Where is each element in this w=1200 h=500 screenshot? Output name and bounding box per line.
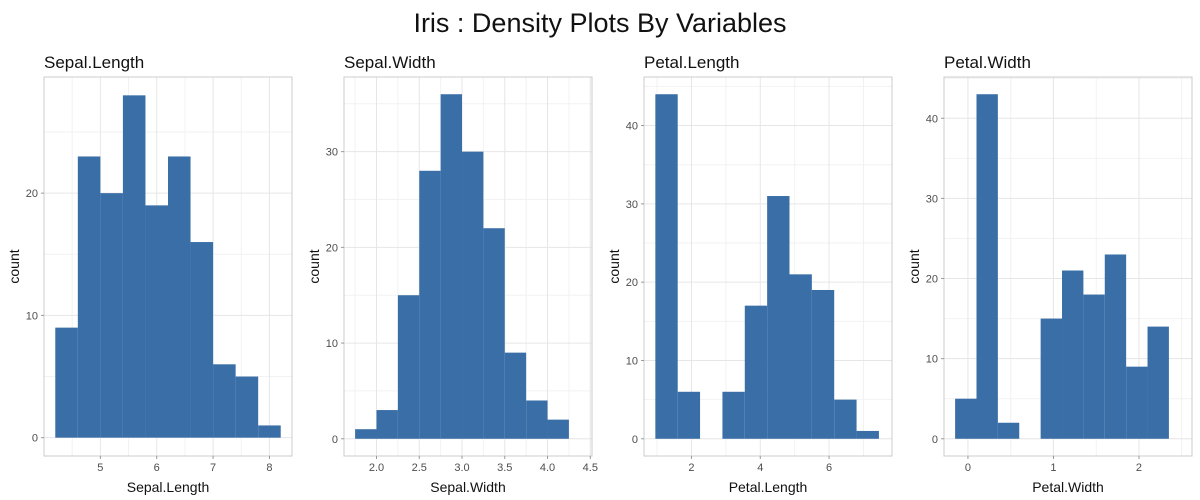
panel-3-y-tick-label: 30 <box>626 199 638 211</box>
panel-4-y-tick-label: 20 <box>926 274 938 286</box>
panel-1-x-tick-label: 7 <box>210 462 216 474</box>
panel-4-frame <box>943 76 1193 457</box>
panel-2-bar <box>547 419 569 439</box>
panel-4-bar <box>1083 294 1105 439</box>
panel-4-y-tick-label: 30 <box>926 193 938 205</box>
panel-2-title: Sepal.Width <box>344 53 436 72</box>
panel-2-y-tick-label: 30 <box>326 147 338 159</box>
panel-2-bar <box>376 410 398 439</box>
panel-4-y-tick-label: 40 <box>926 113 938 125</box>
panel-1-title: Sepal.Length <box>44 53 144 72</box>
panel-1-bar <box>55 327 78 438</box>
panel-4-bar <box>1062 270 1084 439</box>
panel-1-bar <box>190 242 214 438</box>
panel-1-bar <box>258 425 281 438</box>
panel-4-bar <box>1147 326 1169 439</box>
panel-3-y-tick-label: 40 <box>626 121 638 133</box>
panel-2-bar <box>397 295 420 439</box>
panel-1-x-tick-label: 5 <box>97 462 103 474</box>
panel-4-y-tick-label: 0 <box>932 434 938 446</box>
panel-3-bar <box>677 391 701 439</box>
panel-2-bar <box>462 151 484 439</box>
panel-2-bar <box>526 400 548 439</box>
panel-1-bar <box>235 376 259 438</box>
panel-4-bar <box>1104 254 1127 439</box>
panel-4-y-tick-label: 10 <box>926 354 938 366</box>
panel-2-bar <box>504 352 527 439</box>
panel-1-y-axis-title: count <box>6 249 22 283</box>
panel-2-bar <box>419 170 441 439</box>
panel-3-y-tick-label: 10 <box>626 355 638 367</box>
panel-3-y-axis-title: count <box>606 249 622 283</box>
main-title: Iris : Density Plots By Variables <box>413 8 787 38</box>
panel-1-bar <box>145 205 168 438</box>
panel-1-bar <box>122 95 146 438</box>
panel-3-x-axis-title: Petal.Length <box>729 479 808 495</box>
panel-2-x-tick-label: 4.5 <box>583 462 598 474</box>
panel-2-y-tick-label: 10 <box>326 338 338 350</box>
panel-3-bar <box>722 391 745 439</box>
panel-4-x-axis-title: Petal.Width <box>1032 479 1104 495</box>
panel-2-x-tick-label: 3.0 <box>454 462 469 474</box>
panel-4-bar <box>1040 318 1063 439</box>
panel-1-bar <box>168 156 191 438</box>
panel-4-bar <box>976 94 998 439</box>
panel-1-y-tick-label: 10 <box>26 310 38 322</box>
panel-3-bar <box>655 94 678 439</box>
panel-2-frame <box>343 76 593 457</box>
panel-3-bar <box>744 305 768 439</box>
panel-3-bar <box>811 289 835 439</box>
panel-1-bar <box>213 364 236 438</box>
panel-3-bar <box>834 399 857 439</box>
panel-3-bar <box>856 430 879 439</box>
panel-4-bar <box>1126 366 1148 439</box>
panel-1-x-axis-title: Sepal.Length <box>127 479 210 495</box>
panel-4-x-tick-label: 0 <box>965 462 971 474</box>
panel-3-bar <box>767 196 790 439</box>
panel-1-bar <box>77 156 101 438</box>
panel-3-frame <box>643 76 893 457</box>
panel-3-y-tick-label: 0 <box>632 434 638 446</box>
panel-2-y-tick-label: 20 <box>326 242 338 254</box>
panel-2-x-tick-label: 2.5 <box>412 462 427 474</box>
panel-2-x-axis-title: Sepal.Width <box>430 479 505 495</box>
panel-2-y-axis-title: count <box>306 249 322 283</box>
panel-1-bar <box>100 193 123 438</box>
panel-3-x-tick-label: 2 <box>688 462 694 474</box>
panel-4-y-axis-title: count <box>906 249 922 283</box>
panel-4-x-tick-label: 2 <box>1136 462 1142 474</box>
panel-2-x-tick-label: 3.5 <box>497 462 512 474</box>
panel-3-y-tick-label: 20 <box>626 277 638 289</box>
panel-2-bar <box>483 228 505 439</box>
panel-2-x-tick-label: 2.0 <box>369 462 384 474</box>
panel-4-x-tick-label: 1 <box>1050 462 1056 474</box>
panel-1-y-tick-label: 20 <box>26 188 38 200</box>
panel-1-x-tick-label: 6 <box>154 462 160 474</box>
panel-3-bar <box>789 274 812 439</box>
panel-4-bar <box>955 398 977 439</box>
panel-2-bar <box>355 429 377 439</box>
panel-3-x-tick-label: 4 <box>757 462 763 474</box>
panel-4-title: Petal.Width <box>944 53 1031 72</box>
panel-1-x-tick-label: 8 <box>266 462 272 474</box>
panel-2-bar <box>440 94 463 439</box>
panel-2-y-tick-label: 0 <box>332 434 338 446</box>
panel-1-frame <box>43 76 293 457</box>
panel-1-y-tick-label: 0 <box>32 433 38 445</box>
panel-4-bar <box>997 422 1020 439</box>
panel-2-x-tick-label: 4.0 <box>540 462 555 474</box>
panel-3-title: Petal.Length <box>644 53 739 72</box>
panel-3-x-tick-label: 6 <box>826 462 832 474</box>
